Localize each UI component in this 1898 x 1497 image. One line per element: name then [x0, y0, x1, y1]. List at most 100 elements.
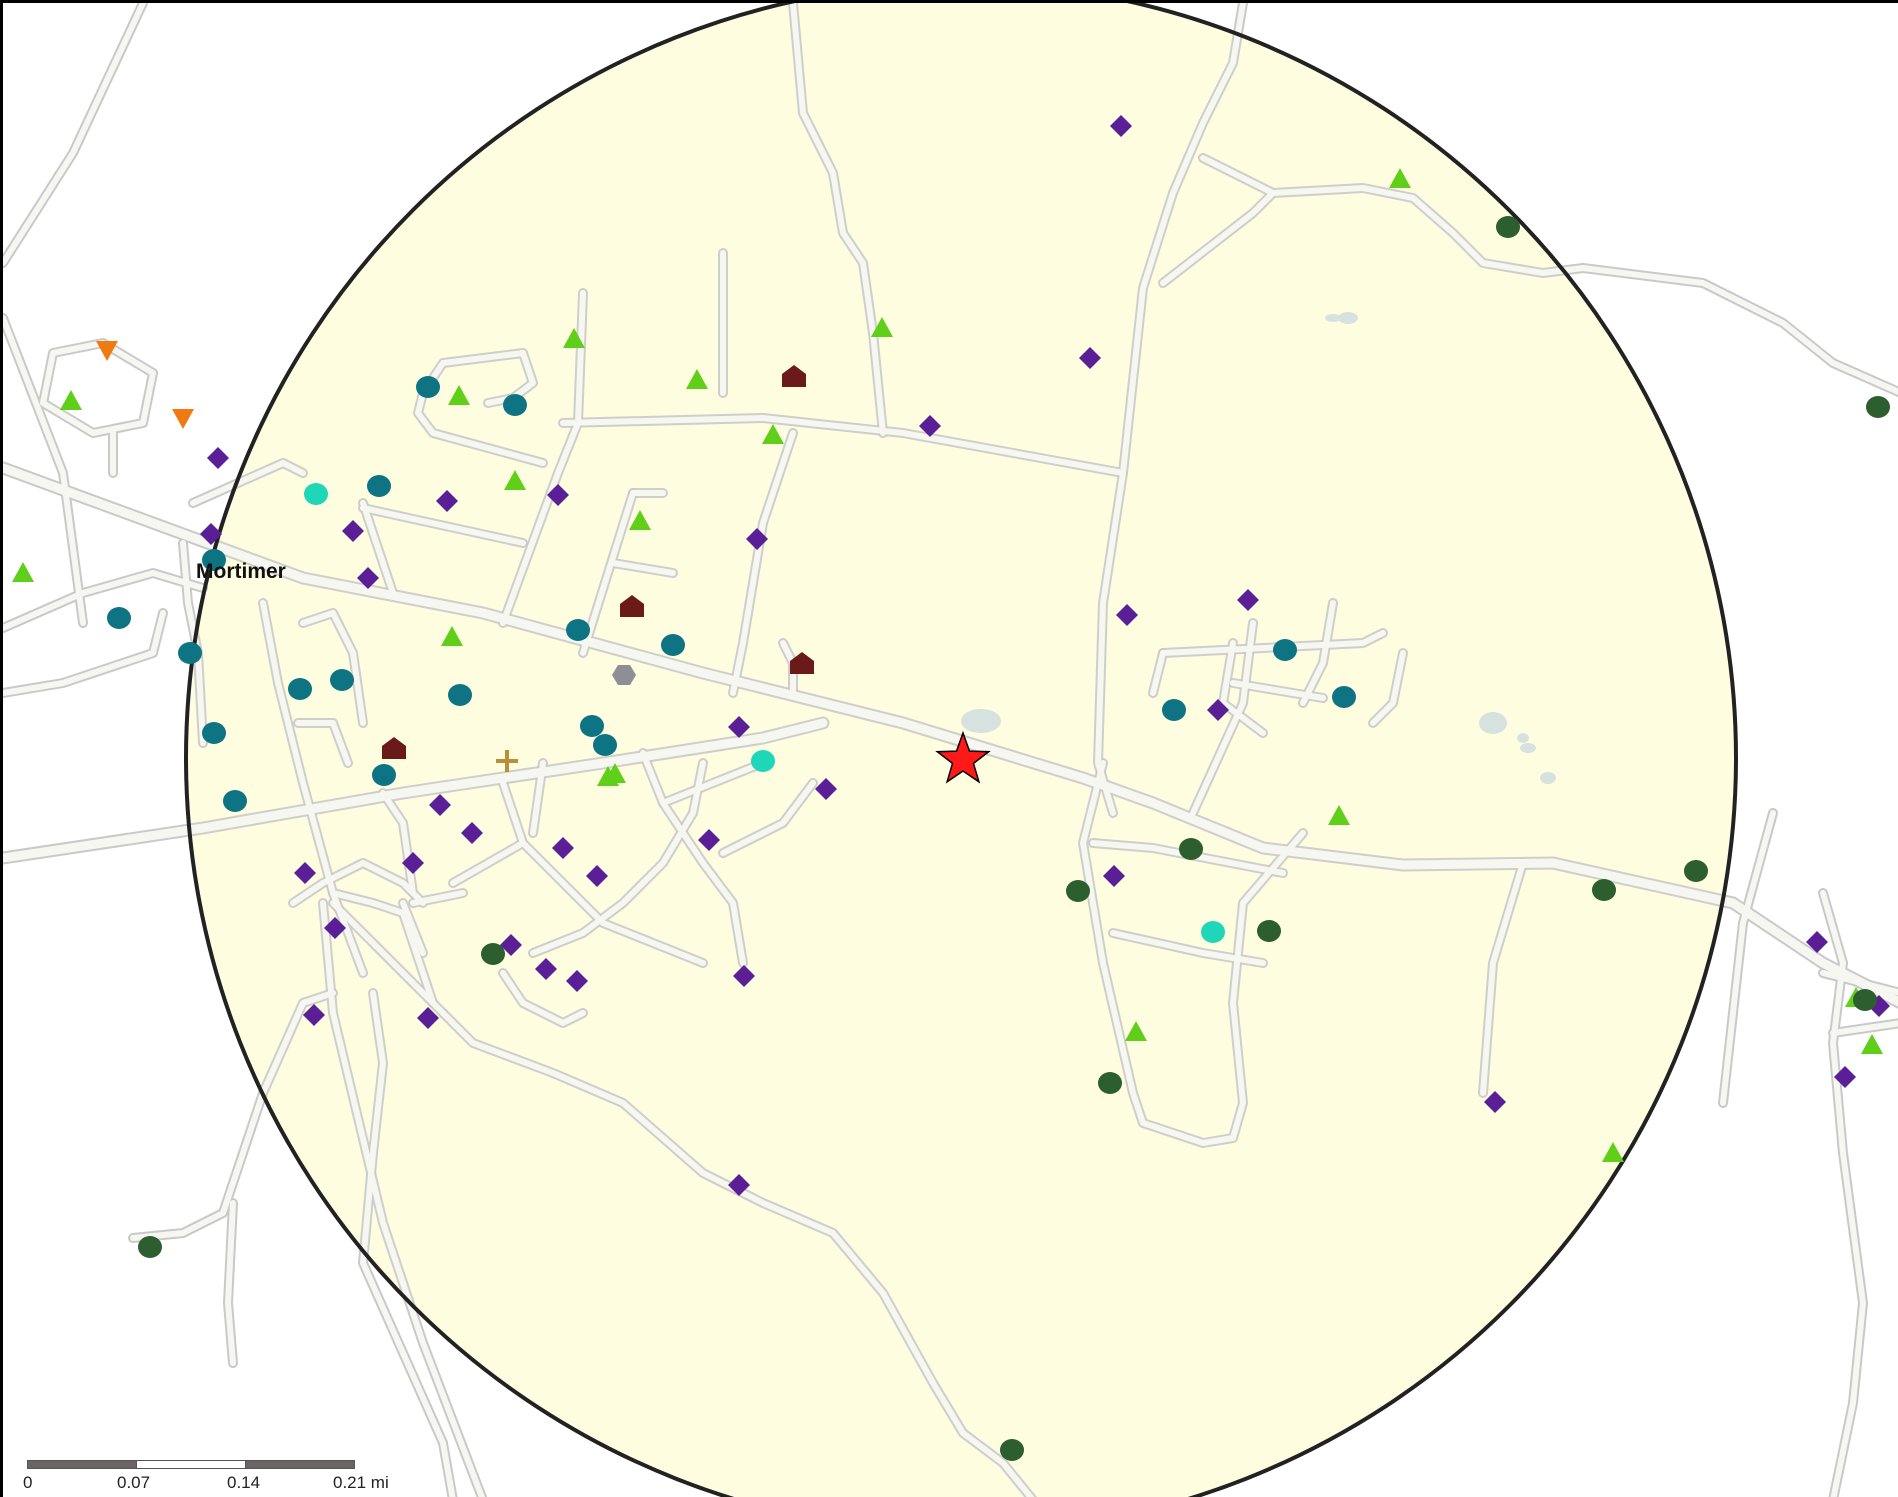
- dark-green-circle-icon[interactable]: [1592, 879, 1616, 901]
- teal-circle-icon[interactable]: [107, 607, 131, 629]
- dark-green-circle-icon[interactable]: [1000, 1439, 1024, 1461]
- teal-circle-icon[interactable]: [661, 634, 685, 656]
- purple-diamond-icon[interactable]: [500, 934, 522, 956]
- dark-green-circle-icon[interactable]: [1853, 989, 1877, 1011]
- green-triangle-icon[interactable]: [1861, 1034, 1883, 1054]
- green-triangle-icon[interactable]: [448, 385, 470, 405]
- purple-diamond-icon[interactable]: [815, 778, 837, 800]
- dark-green-circle-icon[interactable]: [1866, 396, 1890, 418]
- purple-diamond-icon[interactable]: [436, 490, 458, 512]
- purple-diamond-icon[interactable]: [1116, 604, 1138, 626]
- green-triangle-icon[interactable]: [1328, 805, 1350, 825]
- teal-circle-icon[interactable]: [372, 764, 396, 786]
- purple-diamond-icon[interactable]: [402, 852, 424, 874]
- green-triangle-icon[interactable]: [871, 317, 893, 337]
- teal-circle-icon[interactable]: [330, 669, 354, 691]
- purple-diamond-icon[interactable]: [207, 447, 229, 469]
- brown-house-icon[interactable]: [620, 595, 644, 617]
- teal-circle-icon[interactable]: [580, 715, 604, 737]
- teal-circle-icon[interactable]: [448, 684, 472, 706]
- purple-diamond-icon[interactable]: [919, 415, 941, 437]
- green-triangle-icon[interactable]: [762, 424, 784, 444]
- purple-diamond-icon[interactable]: [303, 1004, 325, 1026]
- teal-circle-icon[interactable]: [566, 619, 590, 641]
- dark-green-circle-icon[interactable]: [138, 1236, 162, 1258]
- green-triangle-icon[interactable]: [1125, 1021, 1147, 1041]
- brown-house-icon[interactable]: [382, 737, 406, 759]
- teal-circle-icon[interactable]: [202, 549, 226, 571]
- red-star-icon[interactable]: [935, 730, 991, 784]
- teal-circle-icon[interactable]: [288, 678, 312, 700]
- purple-diamond-icon[interactable]: [1079, 347, 1101, 369]
- purple-diamond-icon[interactable]: [417, 1007, 439, 1029]
- purple-diamond-icon[interactable]: [1806, 931, 1828, 953]
- dark-green-circle-icon[interactable]: [1098, 1072, 1122, 1094]
- gold-cross-icon[interactable]: [496, 750, 518, 772]
- purple-diamond-icon[interactable]: [586, 865, 608, 887]
- dark-green-circle-icon[interactable]: [1066, 880, 1090, 902]
- teal-circle-icon[interactable]: [1273, 639, 1297, 661]
- purple-diamond-icon[interactable]: [1834, 1066, 1856, 1088]
- orange-inverted-triangle-icon[interactable]: [172, 409, 194, 429]
- green-triangle-icon[interactable]: [12, 562, 34, 582]
- red-star-icon[interactable]: [935, 730, 991, 784]
- green-triangle-icon[interactable]: [504, 470, 526, 490]
- purple-diamond-icon[interactable]: [294, 862, 316, 884]
- purple-diamond-icon[interactable]: [1484, 1091, 1506, 1113]
- purple-diamond-icon[interactable]: [698, 829, 720, 851]
- water-pond: [1325, 314, 1341, 322]
- teal-circle-icon[interactable]: [503, 394, 527, 416]
- purple-diamond-icon[interactable]: [461, 822, 483, 844]
- purple-diamond-icon[interactable]: [728, 716, 750, 738]
- purple-diamond-icon[interactable]: [1110, 115, 1132, 137]
- purple-diamond-icon[interactable]: [566, 970, 588, 992]
- brown-house-icon[interactable]: [790, 652, 814, 674]
- cyan-circle-icon[interactable]: [751, 750, 775, 772]
- purple-diamond-icon[interactable]: [547, 484, 569, 506]
- purple-diamond-icon[interactable]: [535, 958, 557, 980]
- dark-green-circle-icon[interactable]: [1257, 920, 1281, 942]
- teal-circle-icon[interactable]: [593, 734, 617, 756]
- green-triangle-icon[interactable]: [1602, 1142, 1624, 1162]
- dark-green-circle-icon[interactable]: [1496, 216, 1520, 238]
- purple-diamond-icon[interactable]: [357, 567, 379, 589]
- purple-diamond-icon[interactable]: [1103, 865, 1125, 887]
- dark-green-circle-icon[interactable]: [1179, 838, 1203, 860]
- gray-hexagon-icon[interactable]: [612, 665, 636, 685]
- teal-circle-icon[interactable]: [1332, 686, 1356, 708]
- green-triangle-icon[interactable]: [1389, 168, 1411, 188]
- green-triangle-icon[interactable]: [604, 763, 626, 783]
- road-inside: [330, 900, 446, 1016]
- green-triangle-icon[interactable]: [60, 390, 82, 410]
- purple-diamond-icon[interactable]: [1207, 699, 1229, 721]
- orange-inverted-triangle-icon[interactable]: [96, 341, 118, 361]
- teal-circle-icon[interactable]: [1162, 699, 1186, 721]
- purple-diamond-icon[interactable]: [728, 1174, 750, 1196]
- green-triangle-icon[interactable]: [686, 369, 708, 389]
- purple-diamond-icon[interactable]: [342, 520, 364, 542]
- dark-green-circle-icon[interactable]: [481, 943, 505, 965]
- map-canvas[interactable]: [3, 3, 1898, 1497]
- brown-house-icon[interactable]: [782, 365, 806, 387]
- teal-circle-icon[interactable]: [367, 475, 391, 497]
- teal-circle-icon[interactable]: [416, 376, 440, 398]
- green-triangle-icon[interactable]: [441, 626, 463, 646]
- purple-diamond-icon[interactable]: [200, 523, 222, 545]
- teal-circle-icon[interactable]: [223, 790, 247, 812]
- scale-tick-0: 0: [23, 1473, 33, 1492]
- teal-circle-icon[interactable]: [202, 722, 226, 744]
- teal-circle-icon[interactable]: [178, 642, 202, 664]
- green-triangle-icon[interactable]: [629, 510, 651, 530]
- green-triangle-icon[interactable]: [563, 328, 585, 348]
- purple-diamond-icon[interactable]: [1237, 589, 1259, 611]
- purple-diamond-icon[interactable]: [324, 917, 346, 939]
- cyan-circle-icon[interactable]: [304, 483, 328, 505]
- purple-diamond-icon[interactable]: [733, 965, 755, 987]
- dark-green-circle-icon[interactable]: [1684, 860, 1708, 882]
- purple-diamond-icon[interactable]: [429, 794, 451, 816]
- purple-diamond-icon[interactable]: [746, 528, 768, 550]
- cyan-circle-icon[interactable]: [1201, 921, 1225, 943]
- purple-diamond-icon[interactable]: [552, 837, 574, 859]
- poi-markers[interactable]: [12, 115, 1890, 1461]
